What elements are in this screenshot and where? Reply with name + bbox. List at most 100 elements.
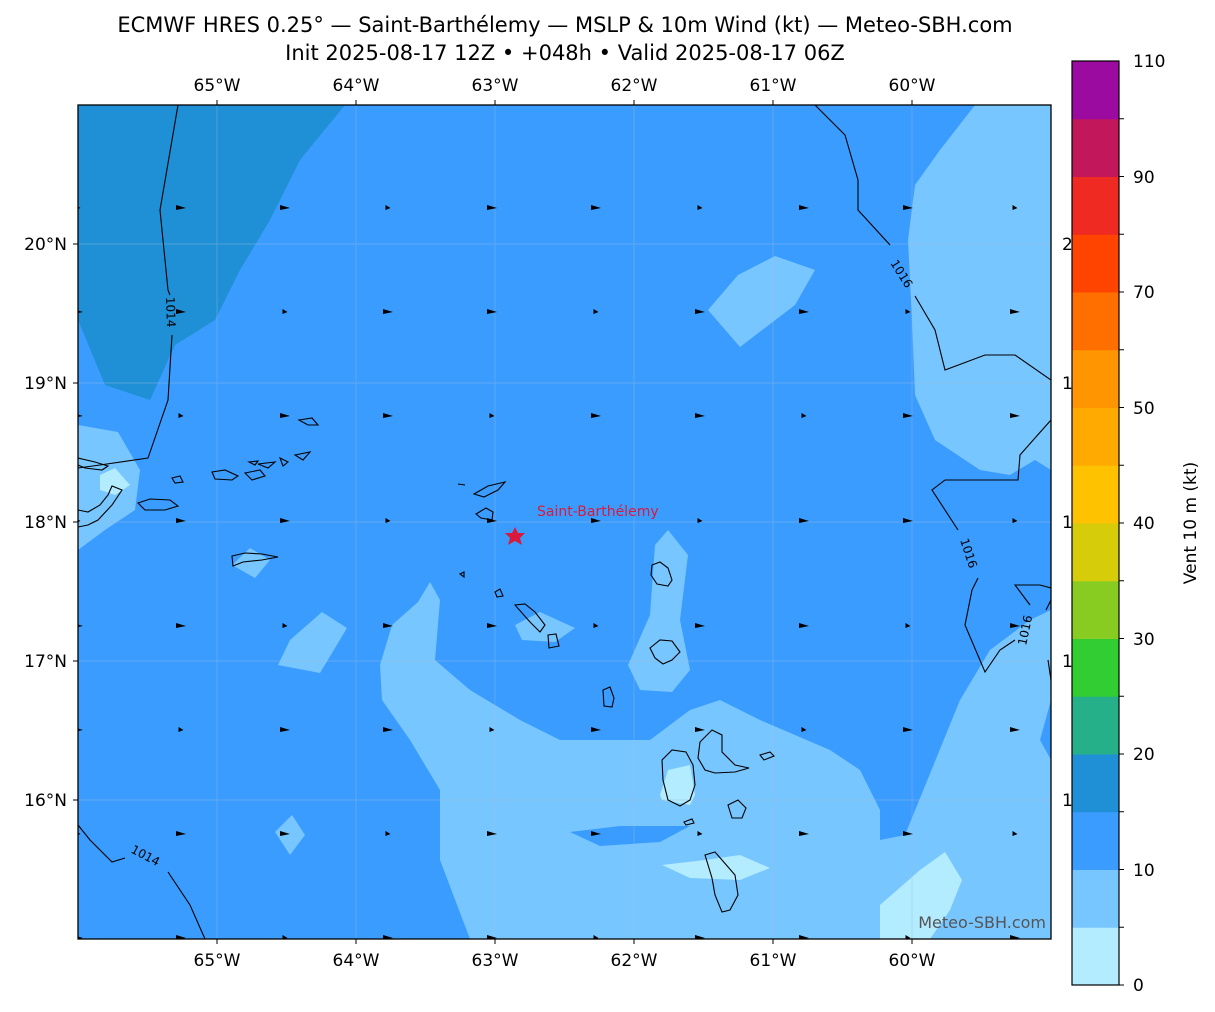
wind-band-0-5-patch-guadeloupe: [662, 855, 770, 880]
colorbar-swatch: [1072, 580, 1119, 639]
wind-arrow: [799, 205, 809, 210]
wind-arrow: [697, 518, 703, 523]
wind-band-5-10-patch-antigua: [515, 612, 575, 642]
lat-tick-label-clipped: 1: [1062, 791, 1073, 811]
wind-band-5-10-patch-southwest: [275, 815, 305, 855]
wind-band-5-10-south: [380, 582, 1051, 939]
wind-arrow: [489, 413, 495, 418]
colorbar-swatch: [1072, 176, 1119, 235]
wind-arrow: [1010, 727, 1020, 732]
wind-speed-field: 1014 1014 1016 1016 1016: [78, 105, 1051, 939]
colorbar-swatch: [1072, 754, 1119, 813]
wind-arrow: [383, 309, 393, 314]
wind-arrow: [176, 205, 186, 210]
wind-arrow: [799, 935, 809, 939]
lat-tick-label: 16°N: [24, 791, 67, 811]
wind-arrow: [903, 518, 913, 523]
coast-st-croix: [231, 552, 279, 567]
wind-arrow: [178, 413, 184, 418]
lat-tick-label: 20°N: [24, 235, 67, 255]
colorbar-tick-label: 10: [1133, 861, 1155, 881]
wind-band-5-10-patch-pr: [232, 548, 270, 578]
wind-arrow: [385, 518, 391, 523]
lon-tick-label: 64°W: [333, 951, 380, 971]
wind-arrow: [593, 623, 599, 628]
coast-dominica: [704, 851, 739, 913]
colorbar-tick-label: 90: [1133, 168, 1155, 188]
wind-arrow: [282, 309, 288, 314]
wind-arrow: [799, 309, 809, 314]
wind-arrow: [78, 728, 83, 731]
coast-mona: [171, 475, 184, 484]
coast-montserrat: [602, 686, 615, 708]
wind-arrow: [1012, 831, 1018, 836]
lon-tick-label: 64°W: [333, 76, 380, 96]
wind-arrow: [695, 309, 705, 314]
wind-arrow: [905, 935, 911, 939]
colorbar-swatch: [1072, 61, 1119, 120]
colorbar-swatch: [1072, 523, 1119, 582]
lon-tick-label: 60°W: [889, 76, 936, 96]
lon-tick-label: 61°W: [750, 951, 797, 971]
lat-tick-labels-left: 20°N 19°N 18°N 17°N 16°N: [24, 235, 67, 811]
isobar-1016-northeast-2: [931, 419, 1051, 674]
location-marker: Saint-Barthélemy: [505, 504, 659, 545]
wind-band-5-10-patch-montserrat: [628, 530, 690, 692]
isobar-1016-northeast: [814, 105, 1051, 381]
wind-arrow: [489, 727, 495, 732]
coastlines: [78, 417, 775, 913]
lat-ticks-left: [73, 243, 78, 801]
wind-arrow: [487, 831, 497, 836]
isobar-label: 1016: [1015, 614, 1035, 647]
isobar-label: 1014: [163, 297, 178, 328]
isobar-1014-southwest: [78, 824, 206, 939]
coast-hispaniola-edge: [78, 457, 123, 528]
wind-arrow: [487, 623, 497, 628]
wind-arrow: [1010, 413, 1020, 418]
wind-band-10-15-strip-south: [570, 826, 690, 846]
wind-arrow: [1010, 935, 1020, 939]
colorbar-swatch: [1072, 234, 1119, 293]
wind-arrow: [176, 831, 186, 836]
wind-arrow: [1010, 623, 1020, 628]
wind-arrow: [383, 413, 393, 418]
coast-puerto-rico: [136, 498, 180, 511]
wind-arrow: [1012, 205, 1018, 210]
map-title-line1: ECMWF HRES 0.25° — Saint-Barthélemy — MS…: [117, 13, 1013, 37]
coast-guadeloupe: [661, 729, 750, 807]
wind-arrow: [176, 935, 186, 939]
wind-band-0-5-patch-southeast: [880, 852, 962, 939]
lon-tick-label: 60°W: [889, 951, 936, 971]
coast-virgin-islands: [211, 451, 312, 481]
wind-arrow: [1012, 518, 1018, 523]
colorbar-frame: [1071, 60, 1120, 986]
wind-arrow: [903, 831, 913, 836]
lon-tick-labels-bottom: 65°W 64°W 63°W 62°W 61°W 60°W: [194, 951, 936, 971]
lat-tick-label-clipped: 1: [1062, 513, 1073, 533]
coast-desirade: [759, 751, 775, 761]
wind-arrow: [487, 935, 497, 939]
wind-arrow: [280, 205, 290, 210]
wind-arrow: [487, 309, 497, 314]
lon-tick-label: 61°W: [750, 76, 797, 96]
lat-tick-label: 19°N: [24, 374, 67, 394]
isobars: [78, 105, 1051, 939]
lat-tick-label-clipped: 1: [1062, 374, 1073, 394]
colorbar-swatch: [1072, 927, 1119, 986]
wind-band-5-10-patch-north: [708, 256, 815, 347]
colorbar-swatch: [1072, 407, 1119, 466]
lat-tick-labels-right-clipped: 2 1 1 1 1: [1062, 235, 1073, 811]
wind-band-0-5-patch-west: [100, 468, 130, 495]
colorbar-swatch: [1072, 118, 1119, 177]
colorbar-swatch: [1072, 869, 1119, 928]
coast-saba-statia: [458, 571, 504, 598]
wind-arrow: [383, 727, 393, 732]
coast-anguilla-stmartin: [457, 481, 507, 521]
wind-arrow: [385, 205, 391, 210]
lat-tick-label: 18°N: [24, 513, 67, 533]
wind-band-10-15-patch-southeast: [1040, 700, 1051, 760]
lon-ticks-bottom: [216, 939, 913, 944]
wind-arrow: [383, 623, 393, 628]
wind-arrow: [695, 935, 705, 939]
wind-arrow: [78, 310, 83, 313]
